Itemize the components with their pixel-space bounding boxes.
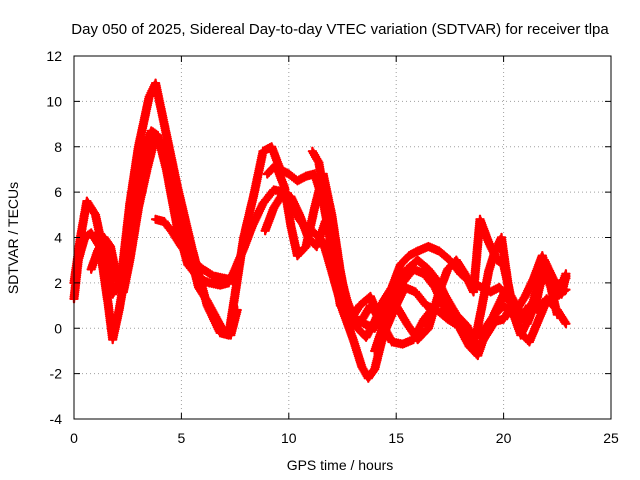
series-markers [69, 78, 571, 342]
grid-lines [74, 56, 611, 419]
y-tick-label: 0 [54, 320, 62, 336]
x-tick-label: 15 [388, 430, 404, 446]
chart-title: Day 050 of 2025, Sidereal Day-to-day VTE… [71, 21, 609, 38]
y-tick-label: 10 [46, 93, 62, 109]
series-day-1 [69, 78, 571, 342]
x-tick-label: 20 [496, 430, 512, 446]
x-tick-label: 10 [281, 430, 297, 446]
axis-ticks: 0 5 10 15 20 25 -4 -2 0 2 4 6 8 10 12 [46, 48, 619, 446]
x-tick-label: 5 [178, 430, 186, 446]
y-axis-label: SDTVAR / TECUs [5, 182, 21, 294]
y-tick-label: 6 [54, 184, 62, 200]
series-markers [370, 255, 571, 356]
series-markers [86, 130, 242, 340]
series-day-8 [370, 255, 571, 356]
x-tick-label: 0 [70, 430, 78, 446]
series-day-4 [150, 214, 238, 286]
y-tick-label: 12 [46, 48, 62, 64]
series-markers [150, 214, 238, 286]
x-axis-label: GPS time / hours [287, 457, 394, 473]
series-layer [69, 78, 571, 383]
y-tick-label: 4 [54, 230, 62, 246]
x-tick-label: 25 [603, 430, 619, 446]
y-tick-label: 8 [54, 139, 62, 155]
y-tick-label: -2 [50, 366, 63, 382]
series-day-3 [86, 130, 242, 340]
y-tick-label: -4 [50, 411, 63, 427]
y-tick-label: 2 [54, 275, 62, 291]
